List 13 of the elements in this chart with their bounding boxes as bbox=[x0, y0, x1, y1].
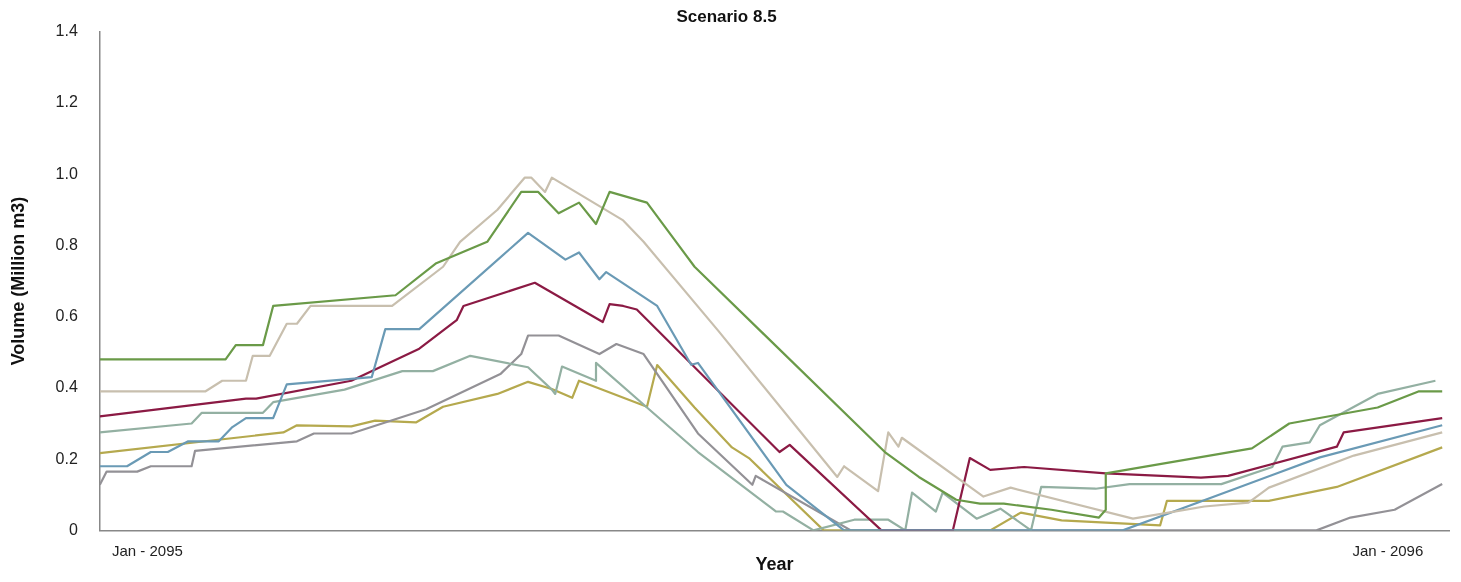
x-tick-label: Jan - 2096 bbox=[1352, 541, 1424, 559]
x-axis-title: Year bbox=[755, 554, 794, 575]
y-tick-label: 0 bbox=[68, 520, 78, 538]
y-tick-label: 0.8 bbox=[55, 235, 78, 253]
y-axis-title: Volume (Million m3) bbox=[7, 196, 28, 366]
x-tick-label: Jan - 2095 bbox=[111, 541, 183, 559]
y-tick-label: 1.0 bbox=[55, 164, 78, 182]
chart-title: Scenario 8.5 bbox=[676, 7, 777, 27]
y-tick-label: 0.2 bbox=[55, 449, 78, 467]
y-tick-label: 1.4 bbox=[55, 22, 78, 40]
y-tick-label: 0.6 bbox=[55, 307, 78, 325]
y-tick-label: 0.4 bbox=[55, 378, 78, 396]
y-tick-label: 1.2 bbox=[55, 93, 78, 111]
